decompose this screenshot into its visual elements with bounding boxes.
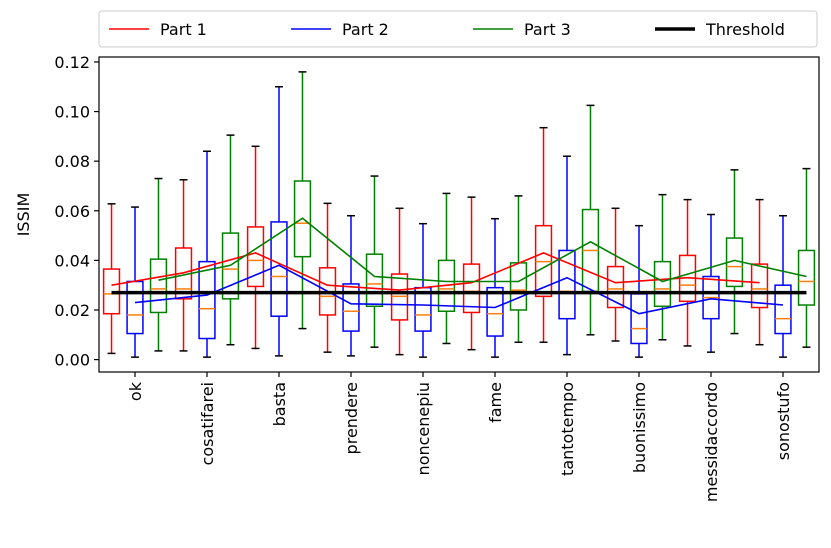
box-part-1-ok <box>102 203 121 355</box>
box-body <box>149 258 168 314</box>
mean-line-part-1 <box>111 252 760 291</box>
x-tick-label: prendere <box>342 382 361 454</box>
x-tick-label: noncenepiu <box>414 382 433 475</box>
box-part-3-noncenepiu <box>437 192 456 345</box>
mean-line-part-3 <box>158 217 807 283</box>
y-tick-label: 0.12 <box>54 53 90 72</box>
box-part-3-buonissimo <box>653 193 672 341</box>
box-body <box>342 283 360 332</box>
box-body <box>558 249 576 320</box>
y-axis-label: ISSIM <box>14 193 33 237</box>
legend-label: Part 3 <box>524 20 571 39</box>
box-body <box>509 262 528 311</box>
x-tick-label: cosatifarei <box>198 382 217 465</box>
box-part-3-tantotempo <box>581 104 600 336</box>
box-part-3-cosatifarei <box>221 134 240 346</box>
box-part-3-sonostufo <box>797 167 816 348</box>
box-part-1-buonissimo <box>606 207 625 342</box>
mean-lines-layer <box>111 217 807 315</box>
box-body <box>293 180 312 258</box>
x-tick-label: basta <box>270 382 289 426</box>
box-body <box>486 286 504 337</box>
legend-label: Part 1 <box>160 20 207 39</box>
y-tick-label: 0.00 <box>54 351 90 370</box>
box-body <box>750 263 769 309</box>
box-part-1-prendere <box>318 202 337 353</box>
box-layer <box>102 71 816 358</box>
y-tick-label: 0.10 <box>54 103 90 122</box>
box-part-1-basta <box>246 145 265 350</box>
x-tick-label: fame <box>486 382 505 423</box>
plot-frame <box>98 56 820 373</box>
box-body <box>198 260 216 340</box>
box-part-1-cosatifarei <box>174 179 193 352</box>
y-tick-label: 0.04 <box>54 251 90 270</box>
box-body <box>630 293 648 345</box>
box-part-2-prendere <box>342 214 360 357</box>
box-part-2-sonostufo <box>774 214 792 358</box>
box-body <box>606 265 625 309</box>
x-tick-label: buonissimo <box>630 382 649 473</box>
box-part-3-messidaccordo <box>725 169 744 335</box>
box-part-1-fame <box>462 196 481 351</box>
y-tick-label: 0.08 <box>54 152 90 171</box>
box-part-2-basta <box>270 86 288 357</box>
box-part-2-tantotempo <box>558 155 576 356</box>
box-part-1-sonostufo <box>750 198 769 346</box>
box-part-2-messidaccordo <box>702 213 720 353</box>
box-body <box>126 280 144 335</box>
axes: 0.00 0.02 0.04 0.06 0.08 0.10 0.12 ok cosatifare… <box>14 53 820 502</box>
box-part-3-fame <box>509 195 528 343</box>
box-part-2-cosatifarei <box>198 150 216 358</box>
legend-label: Part 2 <box>342 20 389 39</box>
box-part-2-noncenepiu <box>414 222 432 358</box>
x-tick-label: tantotempo <box>558 382 577 476</box>
x-tick-label: ok <box>126 381 145 401</box>
box-part-3-basta <box>293 71 312 330</box>
mean-line-part-2 <box>134 264 784 315</box>
box-body <box>797 249 816 306</box>
x-tick-label: sonostufo <box>774 382 793 460</box>
box-part-1-tantotempo <box>534 126 553 343</box>
box-part-1-noncenepiu <box>390 207 409 356</box>
box-part-3-ok <box>149 177 168 352</box>
box-part-3-prendere <box>365 175 384 348</box>
box-body <box>462 263 481 314</box>
box-body <box>653 260 672 308</box>
box-body <box>365 253 384 308</box>
legend-box <box>98 10 818 48</box>
legend: Part 1 Part 2 Part 3 Threshold <box>98 10 818 48</box>
legend-label: Threshold <box>705 20 785 39</box>
y-tick-label: 0.02 <box>54 301 90 320</box>
box-part-2-fame <box>486 217 504 358</box>
y-tick-label: 0.06 <box>54 202 90 221</box>
box-body <box>221 232 240 300</box>
box-body <box>774 284 792 335</box>
x-tick-label: messidaccordo <box>702 382 721 502</box>
